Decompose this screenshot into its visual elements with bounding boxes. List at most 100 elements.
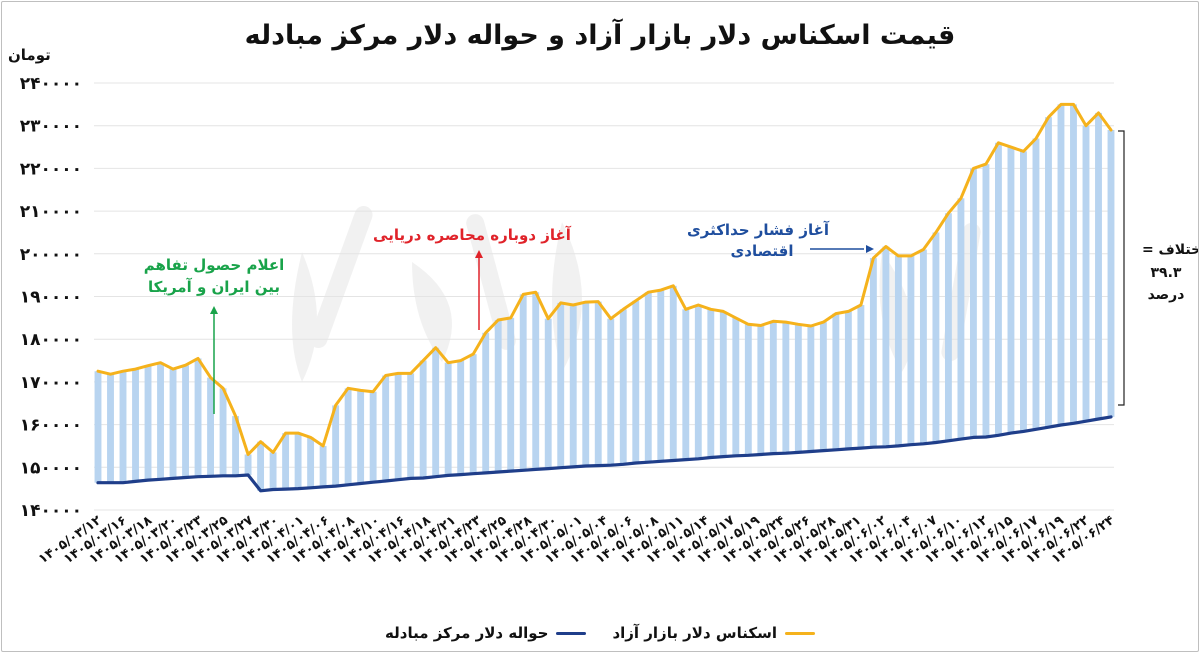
gap-bar bbox=[232, 416, 240, 476]
gap-bar bbox=[1070, 104, 1077, 424]
gap-bar bbox=[869, 258, 877, 448]
gap-bar bbox=[357, 390, 365, 484]
gap-bar bbox=[669, 285, 677, 461]
legend-swatch-free-market bbox=[784, 631, 815, 635]
gap-bar bbox=[519, 294, 527, 471]
gap-bar bbox=[807, 325, 815, 452]
y-tick-label: ۱۵۰۰۰۰ bbox=[20, 458, 82, 478]
y-tick-label: ۲۱۰۰۰۰ bbox=[20, 202, 82, 222]
gap-bar bbox=[344, 388, 352, 485]
gap-bar bbox=[682, 309, 690, 460]
gap-bar bbox=[707, 309, 715, 458]
gap-bar bbox=[244, 454, 252, 475]
gap-bar bbox=[919, 249, 927, 444]
y-tick-label: ۲۴۰۰۰۰ bbox=[20, 74, 82, 94]
gap-bar bbox=[457, 360, 465, 475]
y-axis-unit-label: تومان bbox=[8, 46, 51, 64]
annotation-pressure: آغاز فشار حداکثری اقتصادی bbox=[687, 221, 874, 260]
gap-bars bbox=[94, 104, 1115, 491]
gap-bar bbox=[119, 371, 127, 483]
chart-legend: اسکناس دلار بازار آزاد حواله دلار مرکز م… bbox=[2, 624, 1198, 642]
legend-item-free-market: اسکناس دلار بازار آزاد bbox=[612, 624, 815, 642]
gap-bar bbox=[294, 433, 302, 489]
y-axis-tick-labels: ۱۴۰۰۰۰ ۱۵۰۰۰۰ ۱۶۰۰۰۰ ۱۷۰۰۰۰ ۱۸۰۰۰۰ ۱۹۰۰۰۰ ۲۰۰۰… bbox=[20, 74, 82, 521]
gap-bar bbox=[995, 142, 1002, 436]
gap-bar bbox=[319, 445, 327, 487]
gap-bar bbox=[857, 305, 865, 449]
gap-bar bbox=[107, 374, 114, 483]
annotation-blockade: آغاز دوباره محاصره دریایی bbox=[373, 226, 572, 330]
gap-bar bbox=[594, 301, 602, 466]
gap-bar bbox=[794, 324, 802, 453]
gap-bar bbox=[532, 292, 540, 470]
gap-bar bbox=[544, 318, 552, 469]
gap-bar bbox=[169, 369, 177, 479]
series-lines bbox=[96, 102, 1113, 493]
gap-bar bbox=[332, 405, 340, 487]
annotation-blockade-label: آغاز دوباره محاصره دریایی bbox=[373, 226, 572, 244]
series-line-free-market bbox=[96, 102, 1113, 456]
gap-bar bbox=[1082, 125, 1090, 422]
gap-bar bbox=[207, 377, 214, 477]
gap-bar bbox=[407, 373, 415, 479]
gap-bar bbox=[769, 321, 777, 454]
gap-bar bbox=[369, 391, 377, 483]
gap-unit: درصد bbox=[1148, 287, 1185, 303]
gap-bar bbox=[1007, 147, 1015, 434]
series-line-exchange-center bbox=[96, 415, 1113, 493]
y-tick-label: ۱۴۰۰۰۰ bbox=[20, 501, 82, 521]
gap-bar bbox=[507, 317, 515, 472]
gap-bar bbox=[469, 354, 477, 474]
legend-item-exchange-center: حواله دلار مرکز مبادله bbox=[385, 624, 587, 642]
annotation-deal-arrowhead bbox=[210, 306, 218, 314]
gap-bar bbox=[482, 332, 490, 473]
gap-bar bbox=[257, 441, 265, 491]
gap-bar bbox=[844, 311, 852, 449]
gap-bracket bbox=[1118, 130, 1125, 406]
y-tick-label: ۱۹۰۰۰۰ bbox=[20, 288, 82, 308]
gap-bar bbox=[394, 373, 402, 480]
gap-bar bbox=[557, 302, 565, 468]
gap-bar bbox=[1057, 104, 1065, 426]
gap-bar bbox=[894, 255, 902, 446]
gap-bar bbox=[269, 452, 277, 490]
gap-bar bbox=[619, 309, 627, 465]
gap-bar bbox=[219, 388, 227, 476]
y-tick-label: ۲۰۰۰۰۰ bbox=[20, 245, 82, 265]
gap-bar bbox=[957, 198, 965, 440]
gap-bar bbox=[819, 322, 827, 451]
annotation-deal: اعلام حصول تفاهم بین ایران و آمریکا bbox=[144, 256, 284, 414]
gap-bar bbox=[282, 433, 290, 490]
annotation-pressure-arrowhead bbox=[866, 245, 874, 253]
gap-bar bbox=[657, 290, 665, 462]
gap-bar bbox=[1095, 112, 1102, 420]
y-tick-label: ۱۸۰۰۰۰ bbox=[20, 330, 82, 350]
gap-bar bbox=[157, 362, 164, 480]
gap-bar bbox=[382, 375, 390, 481]
gap-bar bbox=[969, 168, 977, 438]
y-tick-label: ۱۷۰۰۰۰ bbox=[20, 373, 82, 393]
annotation-deal-line2: بین ایران و آمریکا bbox=[148, 278, 280, 296]
x-axis-tick-labels: ۱۴۰۵/۰۳/۱۲۱۴۰۵/۰۳/۱۶۱۴۰۵/۰۳/۱۸۱۴۰۵/۰۳/۲۰… bbox=[36, 513, 1117, 567]
gap-bar bbox=[832, 313, 840, 450]
gap-bar bbox=[757, 325, 765, 455]
gap-bar bbox=[644, 292, 652, 463]
gap-bar bbox=[632, 300, 640, 464]
gap-bar bbox=[732, 317, 740, 456]
gap-bar bbox=[494, 319, 502, 472]
annotation-pressure-line2: اقتصادی bbox=[731, 242, 794, 260]
gap-bar bbox=[144, 365, 152, 481]
gap-bar bbox=[444, 362, 452, 476]
chart-title: قیمت اسکناس دلار بازار آزاد و حواله دلار… bbox=[244, 20, 956, 51]
gap-bar bbox=[194, 358, 202, 477]
gap-bar bbox=[182, 365, 189, 478]
gap-bar bbox=[419, 360, 427, 478]
gap-bar bbox=[719, 311, 727, 457]
annotation-gap: اختلاف = ۳۹.۳ درصد bbox=[1118, 130, 1198, 406]
gap-bar bbox=[1032, 138, 1040, 430]
gap-bar bbox=[432, 347, 440, 477]
gap-bar bbox=[1045, 117, 1052, 428]
gap-bar bbox=[882, 246, 890, 447]
